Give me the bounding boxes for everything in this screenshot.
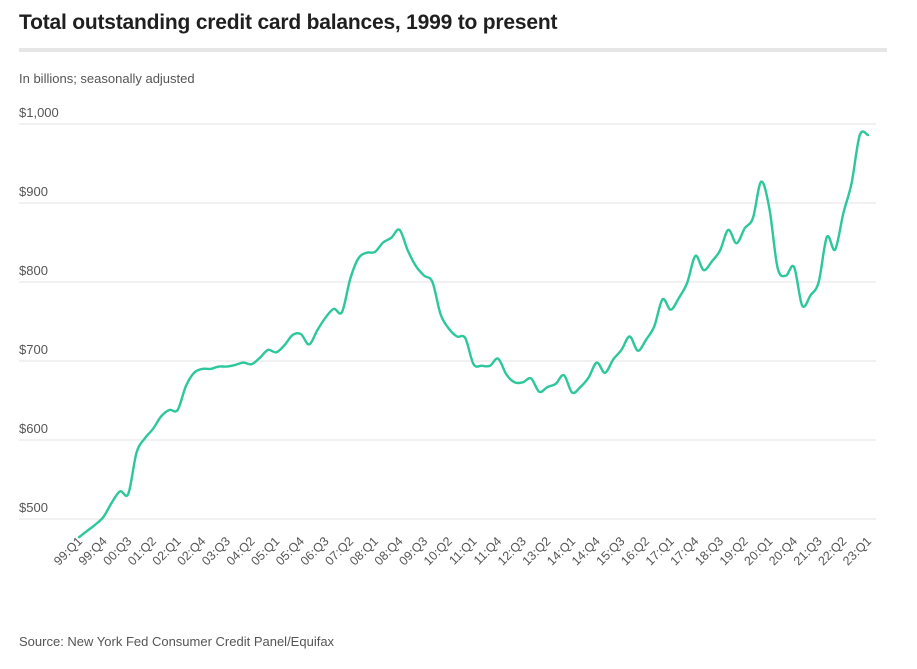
y-tick-label: $1,000 [19,105,59,120]
title-divider [19,48,887,52]
y-axis-ticks: $500 $600 $700 $800 $900 $1,000 [19,105,59,515]
chart-title: Total outstanding credit card balances, … [19,11,558,34]
y-tick-label: $500 [19,500,48,515]
y-tick-label: $900 [19,184,48,199]
x-tick-label: 10:Q2 [421,534,455,568]
x-axis-ticks: 99:Q199:Q400:Q301:Q202:Q102:Q403:Q304:Q2… [51,534,874,568]
source-note: Source: New York Fed Consumer Credit Pan… [19,634,335,649]
y-tick-label: $800 [19,263,48,278]
series-line [77,130,870,539]
y-tick-label: $600 [19,421,48,436]
series-layer [77,130,870,539]
x-tick-label: 23:Q1 [840,534,874,568]
grid-lines [19,123,876,520]
chart-subtitle: In billions; seasonally adjusted [19,71,195,86]
y-tick-label: $700 [19,342,48,357]
